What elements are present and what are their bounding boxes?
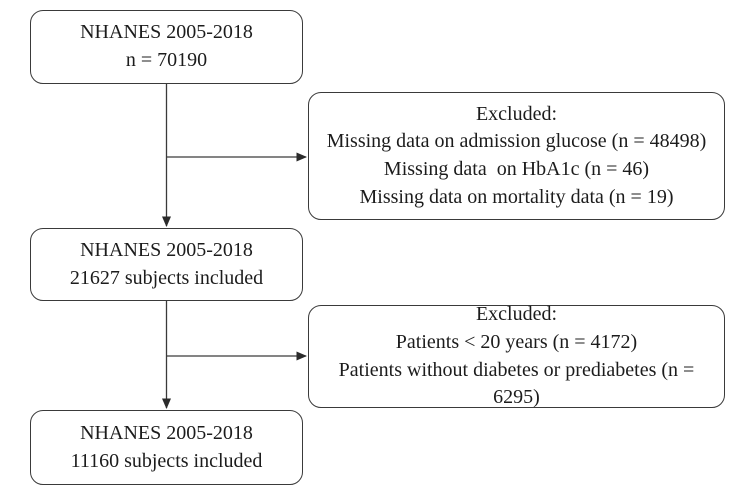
box-count: n = 70190 — [125, 49, 208, 71]
excluded-item: Patients < 20 years (n = 4172) — [395, 330, 638, 353]
flow-box-excluded-1: Excluded: Missing data on admission gluc… — [308, 92, 725, 220]
excluded-item: Missing data on mortality data (n = 19) — [359, 185, 674, 208]
excluded-item: Missing data on HbA1c (n = 46) — [383, 158, 650, 180]
flow-box-final-sample: NHANES 2005-2018 11160 subjects included — [30, 410, 303, 485]
box-count: 21627 subjects included — [69, 266, 264, 289]
flow-box-total-population: NHANES 2005-2018 n = 70190 — [30, 10, 303, 84]
box-title: NHANES 2005-2018 — [80, 21, 253, 44]
box-count: 11160 subjects included — [70, 449, 263, 472]
excluded-header: Excluded: — [475, 303, 558, 326]
excluded-item: Missing data on admission glucose (n = 4… — [326, 130, 707, 153]
box-title: NHANES 2005-2018 — [80, 421, 253, 444]
flow-box-after-exclusion-1: NHANES 2005-2018 21627 subjects included — [30, 228, 303, 301]
flow-box-excluded-2: Excluded: Patients < 20 years (n = 4172)… — [308, 303, 725, 408]
box-title: NHANES 2005-2018 — [80, 238, 253, 261]
excluded-header: Excluded: — [475, 102, 558, 125]
excluded-item: Patients without diabetes or prediabetes… — [338, 358, 700, 409]
